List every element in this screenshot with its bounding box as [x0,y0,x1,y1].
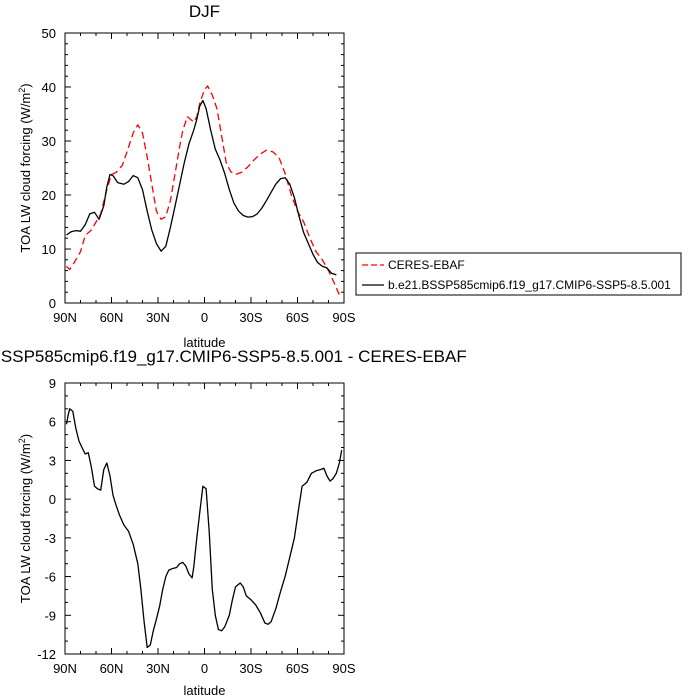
y-tick-label: 30 [42,134,56,149]
plot-frame [64,382,345,655]
legend: CERES-EBAF b.e21.BSSP585cmip6.f19_g17.CMI… [355,252,682,296]
chart-title: b.e21.BSSP585cmip6.f19_g17.CMIP6-SSP5-8.… [0,347,467,366]
y-axis-label: TOA LW cloud forcing (W/m2) [17,434,33,603]
y-tick-label: 0 [49,492,56,507]
x-tick-label: 60N [100,310,124,325]
series-line-ceres-ebaf [66,85,340,296]
plot-frame [64,32,345,304]
legend-entry: b.e21.BSSP585cmip6.f19_g17.CMIP6-SSP5-8.… [388,278,671,292]
legend-box [355,252,682,296]
y-tick-label: 0 [49,296,56,311]
y-tick-label: 10 [42,242,56,257]
y-tick-label: 3 [49,453,56,468]
y-tick-label: 20 [42,188,56,203]
y-axis-label: TOA LW cloud forcing (W/m2) [17,83,33,252]
top-panel-djf: DJF 90N 60N 30N 0 30S 60S 90S 0 10 20 30 40 50 latitud… [17,2,682,350]
y-tick-label: 9 [49,376,56,391]
series-line-b-e21-bssp585cmip6-f19-g17-cmip6-ssp5-8-5-001 [66,99,337,276]
x-axis-label: latitude [184,335,226,350]
x-tick-label: 30N [146,310,170,325]
x-tick-label: 90S [332,661,355,676]
y-axis-label-superscript: 2 [17,438,27,443]
x-tick-label: 90N [53,661,77,676]
x-tick-label: 30N [146,661,170,676]
x-tick-label: 30S [239,310,262,325]
y-tick-label: -12 [37,647,56,662]
x-tick-label: 0 [201,310,208,325]
x-tick-label: 0 [201,661,208,676]
x-tick-label: 60S [286,310,309,325]
x-tick-label: 60N [100,661,124,676]
y-tick-label: -9 [44,608,56,623]
y-axis-label-text: TOA LW cloud forcing (W/m [18,93,33,253]
x-tick-label: 30S [239,661,262,676]
bottom-panel-difference: b.e21.BSSP585cmip6.f19_g17.CMIP6-SSP5-8.… [0,347,467,698]
x-tick-label: 60S [286,661,309,676]
x-axis-label: latitude [184,683,226,698]
x-tick-label: 90N [53,310,77,325]
series-line-difference [65,408,343,649]
y-tick-label: -6 [44,570,56,585]
x-tick-label: 90S [332,310,355,325]
y-tick-label: 6 [49,415,56,430]
y-axis-label-close: ) [18,83,33,87]
y-tick-label: -3 [44,531,56,546]
y-tick-label: 50 [42,26,56,41]
y-axis-label-text: TOA LW cloud forcing (W/m [18,443,33,603]
y-axis-label-close: ) [18,434,33,438]
y-axis-label-superscript: 2 [17,88,27,93]
chart-title: DJF [189,2,220,21]
y-tick-label: 40 [42,80,56,95]
legend-entry: CERES-EBAF [388,258,465,272]
